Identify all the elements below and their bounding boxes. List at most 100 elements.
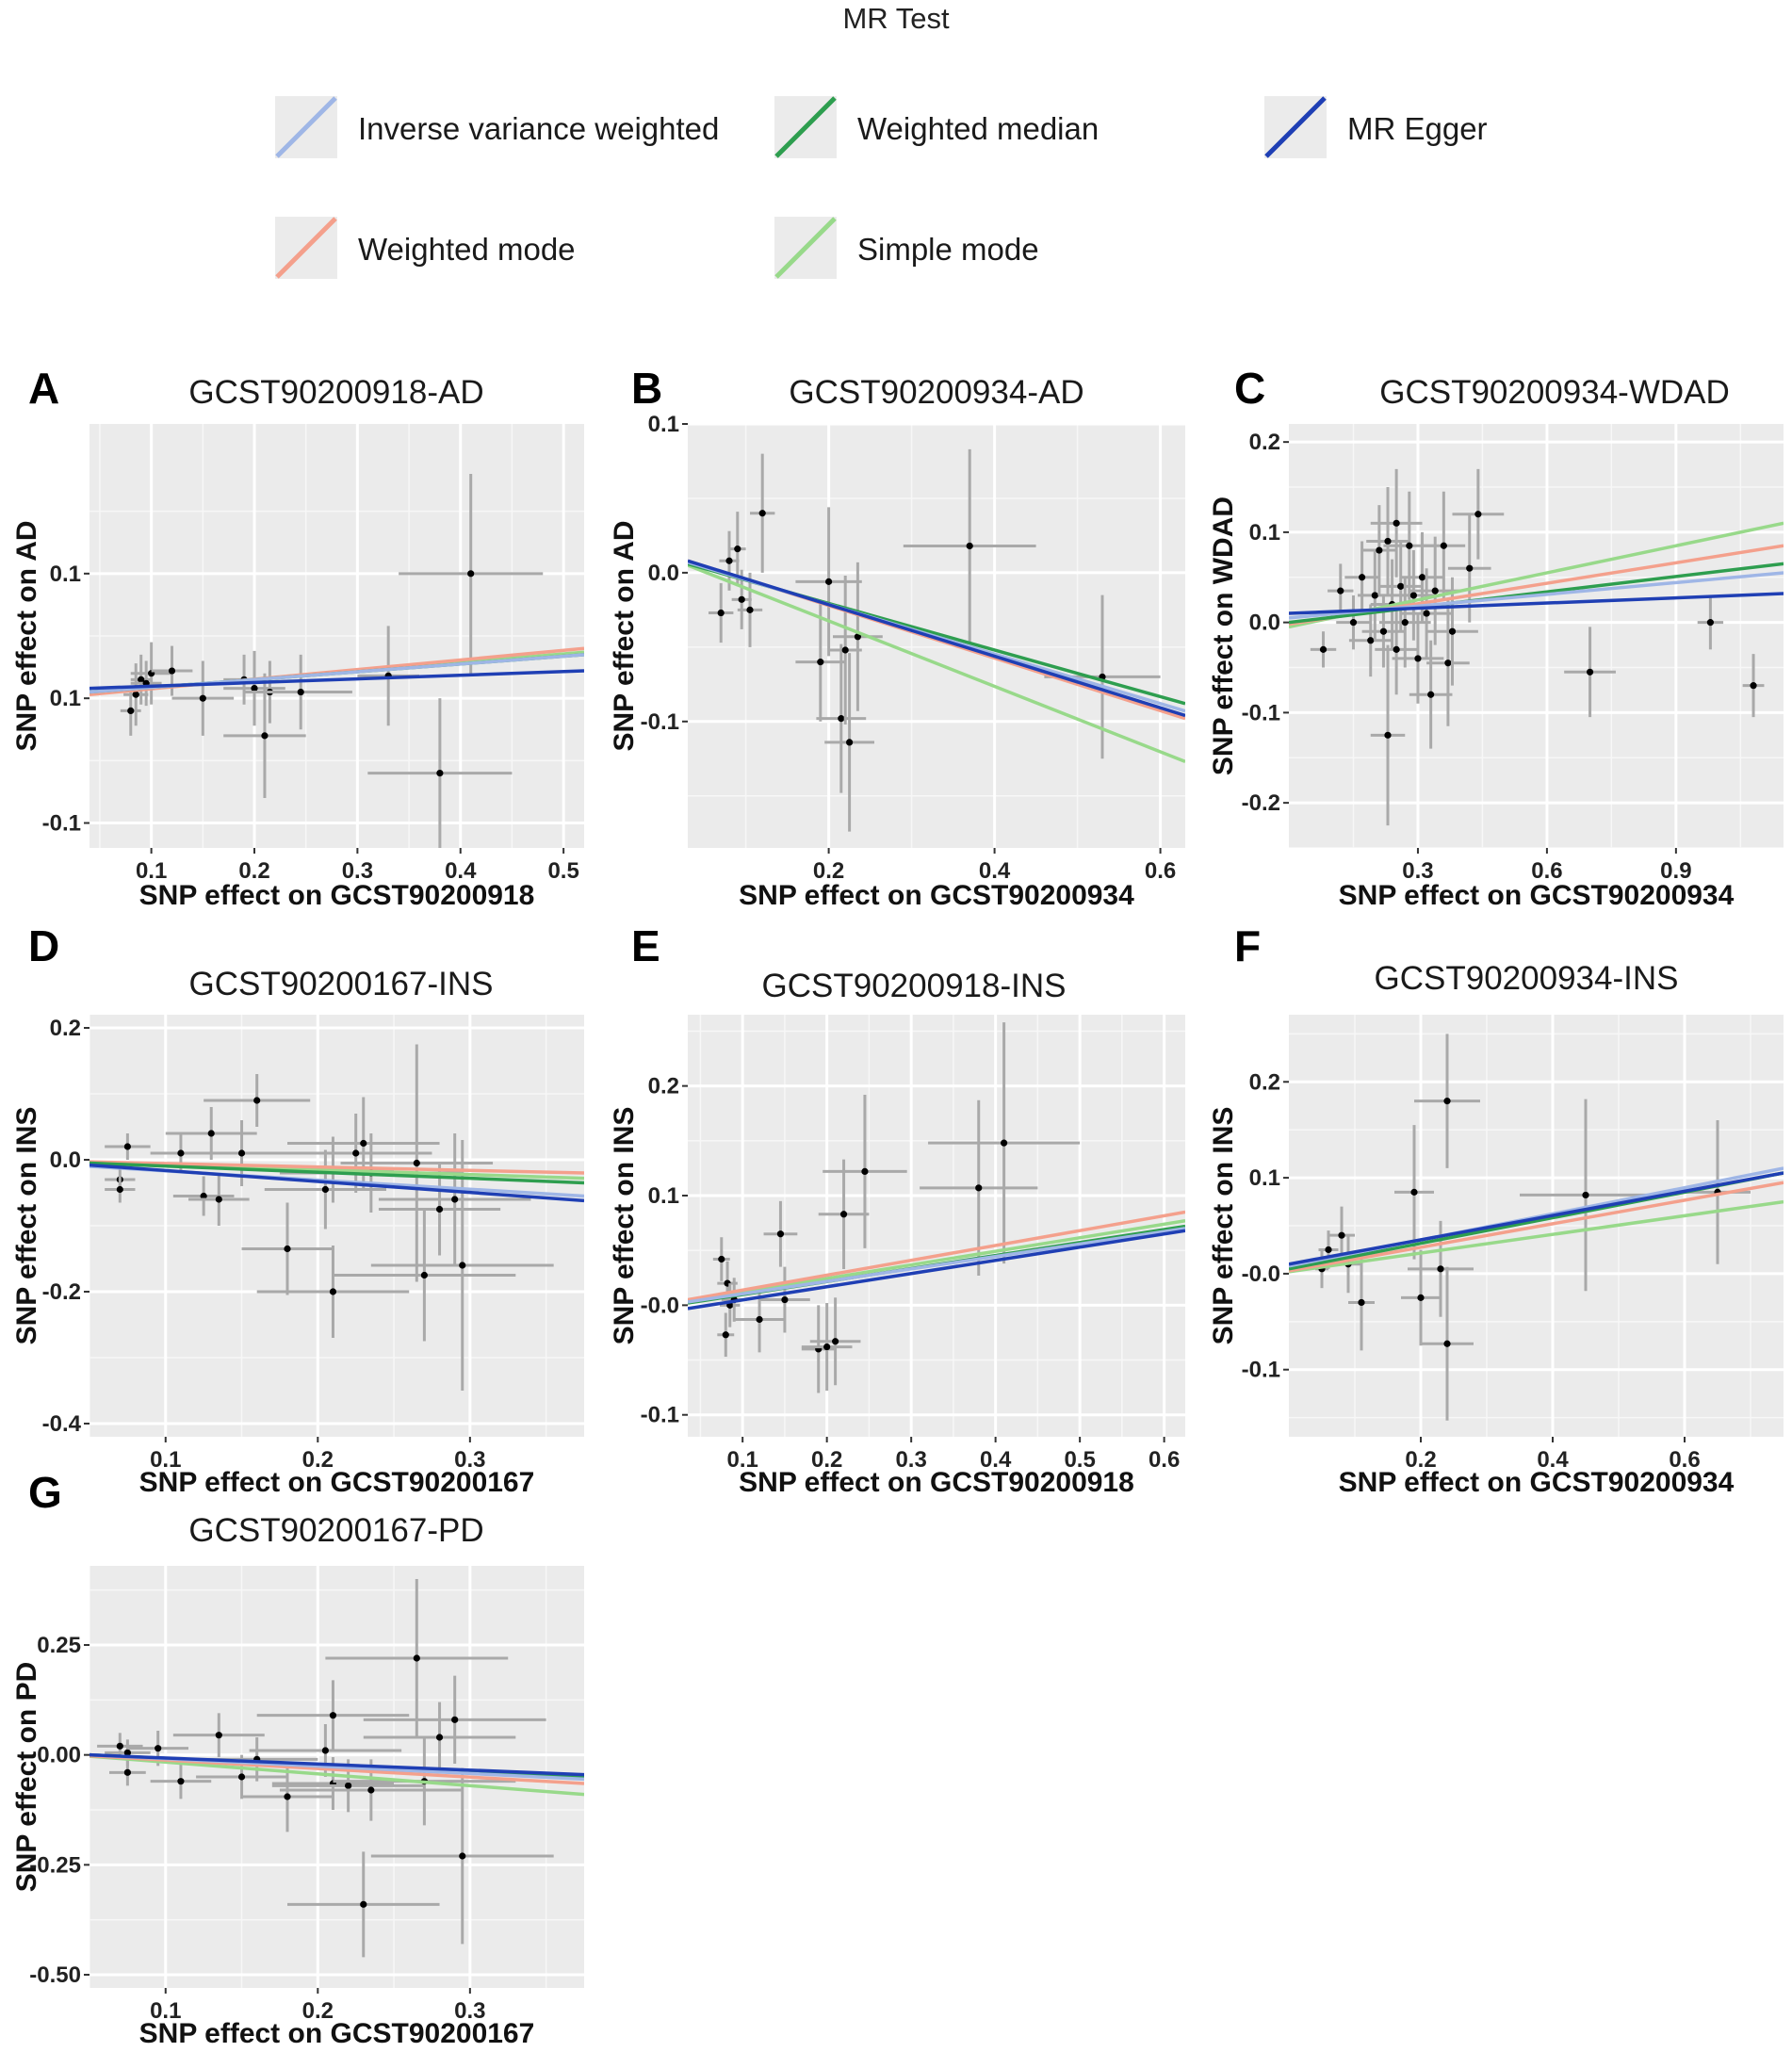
panel-c-dot-12 bbox=[1393, 645, 1400, 653]
panel-c-dot-29 bbox=[1750, 682, 1757, 690]
panel-d-dot-6 bbox=[215, 1196, 222, 1203]
panel-b-point-5 bbox=[750, 453, 775, 573]
panel-b-xtick-label-0: 0.2 bbox=[813, 858, 844, 884]
panel-e-xtick-label-0: 0.1 bbox=[726, 1447, 758, 1473]
panel-d-line-weighted-median bbox=[90, 1161, 584, 1185]
panel-e-point-1 bbox=[717, 1312, 735, 1358]
panel-b-point-7 bbox=[795, 507, 862, 657]
panel-a-xlabel: SNP effect on GCST90200918 bbox=[139, 880, 535, 911]
panel-g-dot-8 bbox=[284, 1793, 291, 1800]
panel-c-dot-22 bbox=[1440, 542, 1447, 549]
panel-b-dot-4 bbox=[746, 606, 754, 613]
legend-key-simple-mode-icon bbox=[774, 217, 837, 279]
panel-b-point-11 bbox=[833, 562, 883, 711]
panel-g-point-19 bbox=[370, 1767, 554, 1945]
panel-c-ytick-label-3: 0.1 bbox=[1249, 520, 1280, 546]
panel-e-dot-0 bbox=[718, 1255, 725, 1263]
panel-d-fit-lines bbox=[90, 1160, 584, 1203]
panel-d-dot-4 bbox=[200, 1192, 207, 1200]
panel-c-dot-25 bbox=[1466, 564, 1474, 572]
panel-g-dot-18 bbox=[451, 1716, 459, 1723]
panel-e-fit-lines bbox=[688, 1210, 1185, 1311]
panel-d-ytick-label-3: 0.2 bbox=[50, 1016, 81, 1041]
panel-e-xtick-label-5: 0.6 bbox=[1149, 1447, 1180, 1473]
panel-a-point-2 bbox=[130, 654, 152, 705]
panel-f-ytick-label-2: 0.1 bbox=[1249, 1165, 1280, 1191]
legend-label-weighted-median: Weighted median bbox=[857, 111, 1100, 146]
panel-f-point-9 bbox=[1421, 1266, 1474, 1421]
panel-c-ytick-label-0: -0.2 bbox=[1242, 790, 1280, 816]
panel-a-xtick-label-0: 0.1 bbox=[136, 858, 167, 884]
panel-e-xtick-label-1: 0.2 bbox=[811, 1447, 842, 1473]
panel-c-point-24 bbox=[1426, 577, 1478, 686]
panel-d-dot-10 bbox=[321, 1185, 329, 1194]
panel-g-dot-13 bbox=[360, 1900, 367, 1908]
panel-c-dot-15 bbox=[1406, 542, 1413, 549]
panel-e-title: GCST90200918-INS bbox=[762, 968, 1067, 1004]
panel-f-dot-8 bbox=[1443, 1098, 1451, 1105]
panel-a-point-6 bbox=[171, 660, 235, 736]
panel-g-point-13 bbox=[287, 1851, 440, 1958]
panel-d: 0.1 0.2 0.3 -0.4 -0.2 0.0 0.2 D GCST90200167-INS… bbox=[11, 921, 584, 1498]
panel-f-dot-4 bbox=[1358, 1298, 1365, 1307]
panel-d-dot-19 bbox=[451, 1196, 459, 1203]
panel-f-dot-9 bbox=[1443, 1340, 1451, 1347]
panel-d-point-13 bbox=[279, 1114, 432, 1193]
panel-a-dot-5 bbox=[168, 667, 176, 675]
panel-g-dot-19 bbox=[459, 1852, 466, 1860]
panel-e-ytick-label-3: 0.2 bbox=[648, 1074, 679, 1099]
panel-f-point-6 bbox=[1401, 1249, 1441, 1346]
panel-b-line-mr-egger bbox=[688, 559, 1185, 718]
panel-d-point-9 bbox=[241, 1202, 334, 1295]
panel-b-dot-7 bbox=[825, 578, 833, 585]
panel-c-point-25 bbox=[1447, 513, 1491, 623]
panel-g-dot-1 bbox=[123, 1749, 131, 1756]
panel-g: 0.1 0.2 0.3 -0.50 -0.25 0.00 0.25 G GCST90200167… bbox=[11, 1468, 584, 2049]
panel-c-line-mr-egger bbox=[1289, 592, 1784, 615]
panel-d-xtick-label-1: 0.2 bbox=[302, 1447, 334, 1473]
panel-c-dot-13 bbox=[1397, 582, 1405, 590]
panel-c-xtick-label-2: 0.9 bbox=[1660, 858, 1691, 884]
panel-e-line-inverse-variance-weighted bbox=[688, 1227, 1185, 1304]
panel-b-dot-3 bbox=[738, 595, 745, 603]
panel-g-point-18 bbox=[363, 1675, 546, 1764]
panel-c-point-8 bbox=[1366, 487, 1409, 595]
panel-a-point-14 bbox=[399, 473, 544, 674]
legend-key-ivw-icon bbox=[275, 96, 337, 158]
panel-e-point-14 bbox=[928, 1022, 1081, 1264]
panel-g-line-mr-egger bbox=[90, 1752, 584, 1777]
panel-b-xtick-label-1: 0.4 bbox=[979, 858, 1011, 884]
panel-c-point-4 bbox=[1348, 604, 1393, 677]
panel-e-xtick-label-3: 0.4 bbox=[980, 1447, 1012, 1473]
panel-c-ytick-label-1: -0.1 bbox=[1242, 700, 1280, 725]
panel-d-dot-7 bbox=[237, 1149, 246, 1157]
panel-f-ytick-label-3: 0.2 bbox=[1249, 1069, 1280, 1095]
panel-c-letter: C bbox=[1234, 364, 1265, 413]
panel-b-dot-11 bbox=[854, 633, 862, 641]
panel-e-dot-14 bbox=[1000, 1139, 1008, 1147]
panel-b-ylabel: SNP effect on AD bbox=[609, 520, 640, 751]
panel-c-point-28 bbox=[1697, 594, 1724, 650]
panel-a-point-4 bbox=[130, 642, 172, 705]
panel-g-dot-17 bbox=[435, 1734, 444, 1741]
panel-c-point-27 bbox=[1564, 627, 1616, 718]
panel-e-dot-1 bbox=[722, 1331, 729, 1339]
panel-d-point-1 bbox=[105, 1176, 136, 1203]
panel-e-line-weighted-mode bbox=[688, 1210, 1185, 1302]
panel-c-dot-21 bbox=[1431, 587, 1439, 594]
panel-b-title: GCST90200934-AD bbox=[789, 374, 1083, 411]
panel-c-point-13 bbox=[1378, 541, 1423, 632]
legend-title: MR Test bbox=[842, 2, 950, 35]
panel-a-dot-8 bbox=[251, 684, 258, 692]
panel-c-point-23 bbox=[1426, 599, 1470, 726]
panel-e-dot-6 bbox=[776, 1230, 785, 1238]
panel-f-line-weighted-mode bbox=[1289, 1181, 1784, 1273]
panel-d-dot-20 bbox=[459, 1262, 466, 1269]
panel-c-fit-lines bbox=[1289, 521, 1784, 629]
panel-e-dot-12 bbox=[861, 1167, 869, 1175]
panel-c-dot-6 bbox=[1376, 546, 1383, 554]
panel-c-title: GCST90200934-WDAD bbox=[1379, 374, 1730, 411]
panel-g-dot-5 bbox=[215, 1732, 222, 1739]
panel-g-dot-3 bbox=[155, 1745, 162, 1752]
